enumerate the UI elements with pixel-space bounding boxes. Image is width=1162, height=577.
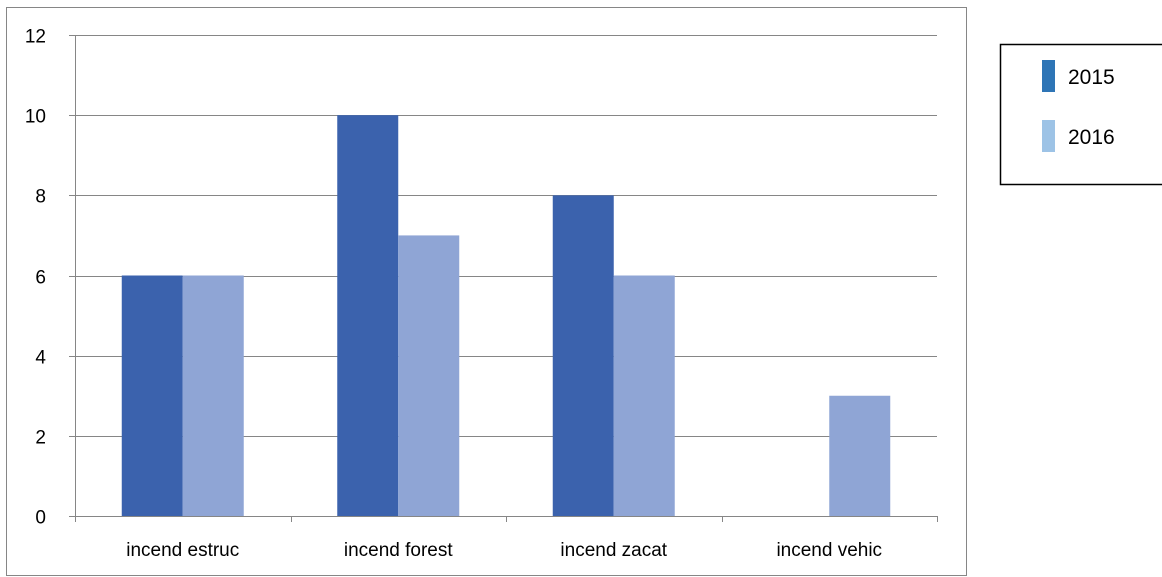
legend-frame (999, 43, 1162, 186)
y-tick-label: 10 (25, 107, 46, 128)
legend: 2015 2016 (999, 43, 1162, 186)
y-tick-labels: 0 2 4 6 8 10 12 (25, 27, 47, 529)
x-category-label: incend vehic (776, 540, 882, 561)
y-tick-label: 8 (35, 187, 46, 208)
bar-2015-2 (552, 195, 614, 517)
bar-2015-1 (337, 115, 399, 517)
axes (69, 35, 938, 522)
bar-2016-0 (182, 275, 244, 516)
legend-label-2015: 2015 (1068, 66, 1115, 89)
legend-label-2016: 2016 (1068, 126, 1115, 149)
legend-swatch-2015 (1042, 60, 1055, 92)
bars (121, 115, 891, 517)
legend-swatch-2016 (1042, 120, 1055, 152)
bar-2016-2 (613, 275, 675, 516)
x-category-label: incend forest (344, 540, 454, 561)
x-category-label: incend zacat (560, 540, 667, 561)
bar-2016-3 (829, 395, 891, 516)
x-category-labels: incend estruc incend forest incend zacat in… (126, 540, 882, 561)
x-category-label: incend estruc (126, 540, 239, 561)
y-tick-label: 0 (35, 508, 46, 529)
bar-2015-0 (121, 275, 183, 516)
y-tick-label: 6 (35, 268, 46, 289)
bar-2016-1 (398, 235, 460, 516)
y-tick-label: 4 (35, 348, 46, 369)
y-tick-label: 2 (35, 428, 46, 449)
y-tick-label: 12 (25, 27, 46, 48)
